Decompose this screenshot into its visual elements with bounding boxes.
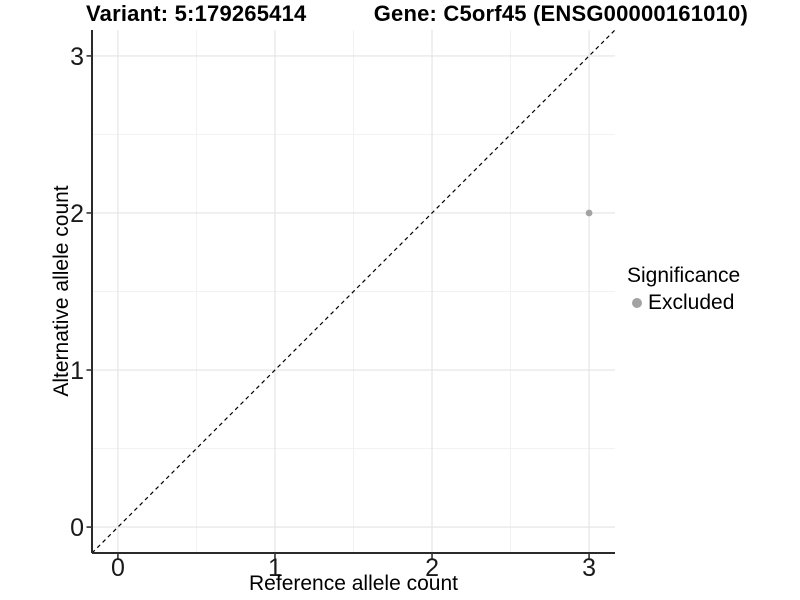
y-tick-label: 0 [70,514,84,542]
legend-title: Significance [627,264,741,287]
variant-title: Variant: 5:179265414 [86,1,307,26]
x-tick-label: 2 [425,554,439,582]
y-axis-title: Alternative allele count [50,185,73,397]
y-tick-label: 3 [70,43,84,71]
legend-item-excluded: Excluded [627,291,740,314]
x-tick-label: 0 [111,554,125,582]
y-tick-label: 1 [70,357,84,385]
x-tick-label: 3 [582,554,596,582]
legend-item-label: Excluded [648,291,735,314]
data-point [585,209,593,217]
y-tick-label: 2 [70,200,84,228]
legend-point-icon [632,297,642,308]
x-tick-label: 1 [268,554,282,582]
x-axis-title: Reference allele count [249,572,458,595]
legend: Significance Excluded [627,263,740,314]
gene-title: Gene: C5orf45 (ENSG00000161010) [373,1,748,26]
